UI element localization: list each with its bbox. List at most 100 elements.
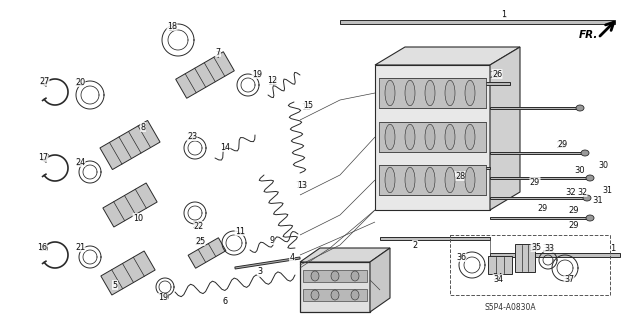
Text: 32: 32 (566, 188, 576, 196)
Polygon shape (380, 236, 490, 239)
Text: 17: 17 (38, 153, 48, 162)
Text: 1: 1 (611, 244, 616, 252)
Text: 17: 17 (38, 154, 49, 163)
Text: 37: 37 (564, 276, 574, 284)
Ellipse shape (331, 290, 339, 300)
Text: 28: 28 (454, 171, 465, 180)
Text: 16: 16 (38, 244, 48, 252)
Text: 26: 26 (492, 69, 502, 78)
Ellipse shape (581, 150, 589, 156)
Text: 31: 31 (602, 186, 612, 195)
Polygon shape (430, 167, 490, 169)
Text: 19: 19 (251, 70, 261, 79)
Text: 20: 20 (75, 77, 85, 86)
Text: 29: 29 (538, 204, 548, 212)
Text: 18: 18 (167, 21, 177, 30)
Polygon shape (490, 152, 585, 154)
Ellipse shape (445, 167, 455, 193)
Text: 7: 7 (216, 47, 221, 57)
Text: 16: 16 (37, 243, 47, 252)
Ellipse shape (385, 124, 395, 150)
Text: 19: 19 (159, 293, 169, 302)
Text: 19: 19 (252, 69, 262, 78)
Text: 2: 2 (412, 241, 417, 250)
Text: 7: 7 (215, 51, 221, 60)
Ellipse shape (311, 271, 319, 281)
Text: 8: 8 (141, 123, 145, 132)
Text: 9: 9 (269, 236, 275, 244)
Polygon shape (300, 248, 390, 262)
Text: 14: 14 (220, 142, 230, 151)
Text: 29: 29 (569, 205, 579, 214)
Text: 21: 21 (76, 243, 86, 252)
Text: 29: 29 (569, 220, 579, 229)
Ellipse shape (583, 195, 591, 201)
Text: 36: 36 (456, 252, 467, 261)
Text: 30: 30 (575, 165, 586, 174)
Text: 32: 32 (577, 188, 587, 196)
Ellipse shape (405, 80, 415, 106)
Text: 35: 35 (530, 244, 540, 252)
Text: 29: 29 (557, 140, 567, 149)
Text: 4: 4 (289, 252, 294, 261)
Text: 5: 5 (113, 281, 118, 290)
Text: 14: 14 (220, 142, 230, 151)
Bar (375, 65, 490, 210)
Text: 23: 23 (187, 132, 197, 140)
Text: 20: 20 (75, 78, 85, 87)
Text: 35: 35 (531, 243, 541, 252)
Text: 4: 4 (289, 252, 294, 261)
Text: 21: 21 (75, 243, 85, 252)
Text: 13: 13 (297, 180, 307, 189)
Bar (379, 165, 486, 195)
Ellipse shape (465, 124, 475, 150)
Polygon shape (375, 47, 520, 65)
Polygon shape (490, 47, 520, 210)
Bar (300, 262, 370, 312)
Bar (303, 289, 367, 301)
Text: 29: 29 (530, 178, 540, 187)
Text: 18: 18 (166, 23, 177, 33)
Polygon shape (101, 251, 155, 295)
Polygon shape (176, 52, 234, 98)
Text: 9: 9 (269, 236, 275, 244)
Polygon shape (490, 217, 590, 219)
Ellipse shape (311, 290, 319, 300)
Text: S5P4-A0830A: S5P4-A0830A (484, 303, 536, 313)
Text: 26: 26 (490, 70, 500, 79)
Text: 8: 8 (140, 124, 146, 132)
Text: 15: 15 (301, 102, 311, 111)
Text: 27: 27 (40, 77, 51, 86)
Polygon shape (490, 177, 590, 179)
Text: 12: 12 (267, 76, 277, 84)
Ellipse shape (351, 290, 359, 300)
Ellipse shape (425, 124, 435, 150)
Text: 31: 31 (593, 196, 604, 204)
Text: 23: 23 (187, 132, 197, 141)
Text: 10: 10 (132, 213, 143, 222)
Text: 15: 15 (303, 100, 313, 109)
Text: 11: 11 (235, 227, 245, 236)
Ellipse shape (385, 167, 395, 193)
Text: 3: 3 (257, 268, 262, 276)
Text: 11: 11 (235, 228, 245, 236)
Ellipse shape (425, 167, 435, 193)
Polygon shape (100, 120, 160, 170)
Text: 29: 29 (558, 140, 568, 148)
Ellipse shape (425, 80, 435, 106)
Text: 34: 34 (493, 275, 503, 284)
Ellipse shape (405, 167, 415, 193)
Ellipse shape (576, 105, 584, 111)
Text: 33: 33 (543, 244, 554, 252)
Text: 10: 10 (133, 213, 143, 222)
Text: 34: 34 (493, 274, 503, 283)
Text: 5: 5 (113, 281, 118, 290)
Text: 33: 33 (544, 244, 554, 252)
Text: 1: 1 (502, 10, 506, 19)
Polygon shape (188, 238, 226, 268)
Text: 30: 30 (598, 161, 608, 170)
Bar (379, 78, 486, 108)
Text: 6: 6 (222, 298, 228, 307)
Text: 12: 12 (267, 77, 277, 86)
Polygon shape (235, 257, 300, 269)
